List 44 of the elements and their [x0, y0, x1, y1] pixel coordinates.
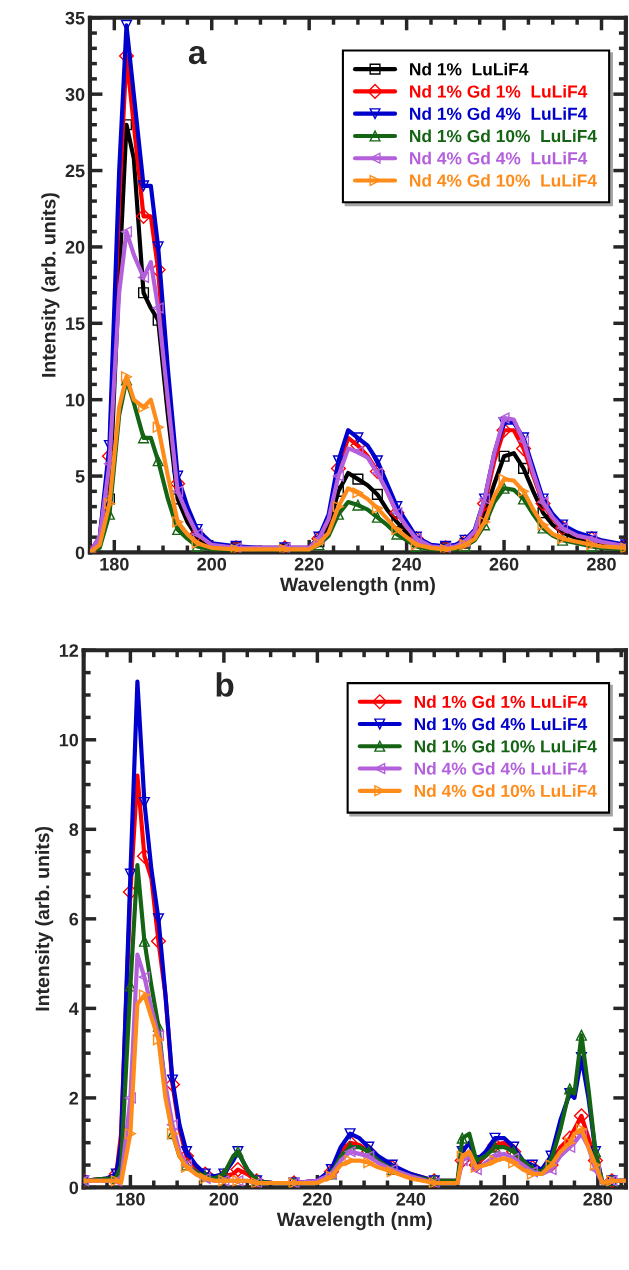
- x-tick-label: 220: [302, 1192, 332, 1206]
- x-tick-label: 280: [587, 557, 616, 571]
- annotation: b: [216, 672, 234, 697]
- legend-label: Nd 4% Gd 10% LuLiF4: [410, 173, 597, 187]
- y-tick-label: 10: [59, 733, 79, 747]
- annotation: a: [188, 45, 207, 65]
- legend-label: Nd 1% Gd 1% LuLiF4: [414, 695, 588, 708]
- y-tick-label: 8: [69, 823, 79, 837]
- x-axis-title: Wavelength (nm): [276, 1211, 432, 1231]
- y-tick-label: 20: [65, 240, 85, 254]
- y-tick-label: 30: [65, 88, 85, 101]
- y-axis-title: Intensity (arb. units): [35, 826, 54, 1011]
- x-axis-title: Wavelength (nm): [279, 576, 435, 596]
- y-tick-label: 5: [75, 470, 85, 483]
- legend-label: Nd 1% Gd 10% LuLiF4: [410, 129, 597, 143]
- legend-label: Nd 1% Gd 1% LuLiF4: [410, 84, 588, 98]
- x-tick-label: 260: [489, 557, 519, 571]
- legend-label: Nd 4% Gd 4% LuLiF4: [410, 151, 588, 165]
- y-tick-label: 35: [65, 11, 85, 25]
- x-tick-label: 180: [116, 1192, 145, 1206]
- legend-label: Nd 4% Gd 4% LuLiF4: [414, 762, 588, 775]
- legend-label: Nd 1% Gd 4% LuLiF4: [410, 107, 588, 120]
- x-tick-label: 220: [294, 557, 324, 571]
- y-axis-title: Intensity (arb. units): [41, 193, 60, 377]
- x-tick-label: 280: [583, 1192, 613, 1206]
- x-tick-label: 180: [100, 557, 129, 571]
- y-tick-label: 2: [69, 1091, 79, 1105]
- y-tick-label: 6: [69, 912, 79, 926]
- legend-label: Nd 1% LuLiF4: [410, 62, 529, 76]
- y-tick-label: 12: [59, 644, 79, 657]
- y-tick-label: 0: [75, 546, 85, 560]
- x-tick-label: 200: [209, 1192, 239, 1206]
- x-tick-label: 240: [396, 1192, 426, 1206]
- x-tick-label: 260: [489, 1192, 519, 1206]
- legend-label: Nd 1% Gd 10% LuLiF4: [414, 739, 597, 753]
- y-tick-label: 25: [65, 164, 85, 178]
- x-tick-label: 200: [197, 557, 227, 571]
- legend-label: Nd 1% Gd 4% LuLiF4: [414, 717, 588, 731]
- y-tick-label: 0: [69, 1181, 79, 1195]
- y-tick-label: 15: [66, 317, 85, 331]
- y-tick-label: 4: [69, 1002, 79, 1015]
- y-tick-label: 10: [66, 393, 85, 407]
- legend-label: Nd 4% Gd 10% LuLiF4: [414, 784, 597, 798]
- x-tick-label: 240: [392, 557, 421, 571]
